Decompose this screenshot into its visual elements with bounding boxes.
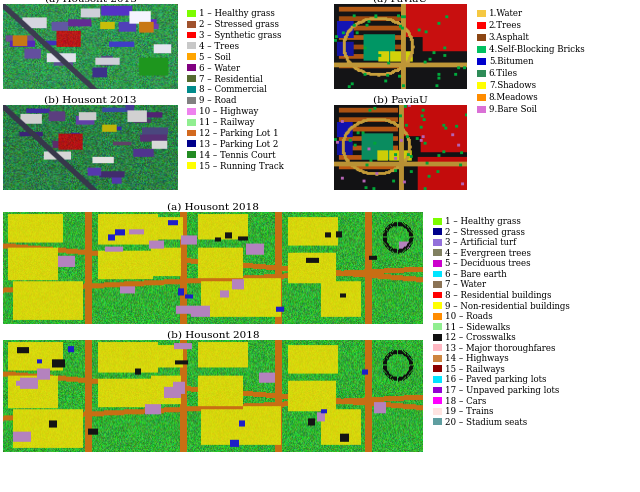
Title: (b) PaviaU: (b) PaviaU [373, 95, 428, 104]
Title: (b) Housont 2018: (b) Housont 2018 [167, 330, 259, 339]
Legend: 1 – Healthy grass, 2 – Stressed grass, 3 – Artificial turf, 4 – Evergreen trees,: 1 – Healthy grass, 2 – Stressed grass, 3… [432, 216, 570, 428]
Legend: 1.Water, 2.Trees, 3.Asphalt, 4.Self-Blocking Bricks, 5.Bitumen, 6.Tiles, 7.Shado: 1.Water, 2.Trees, 3.Asphalt, 4.Self-Bloc… [476, 8, 586, 115]
Title: (a) Housont 2013: (a) Housont 2013 [45, 0, 136, 3]
Legend: 1 – Healthy grass, 2 – Stressed grass, 3 – Synthetic grass, 4 – Trees, 5 – Soil,: 1 – Healthy grass, 2 – Stressed grass, 3… [186, 8, 285, 172]
Title: (a) PaviaU: (a) PaviaU [373, 0, 428, 3]
Title: (b) Housont 2013: (b) Housont 2013 [44, 95, 137, 104]
Title: (a) Housont 2018: (a) Housont 2018 [167, 202, 259, 211]
